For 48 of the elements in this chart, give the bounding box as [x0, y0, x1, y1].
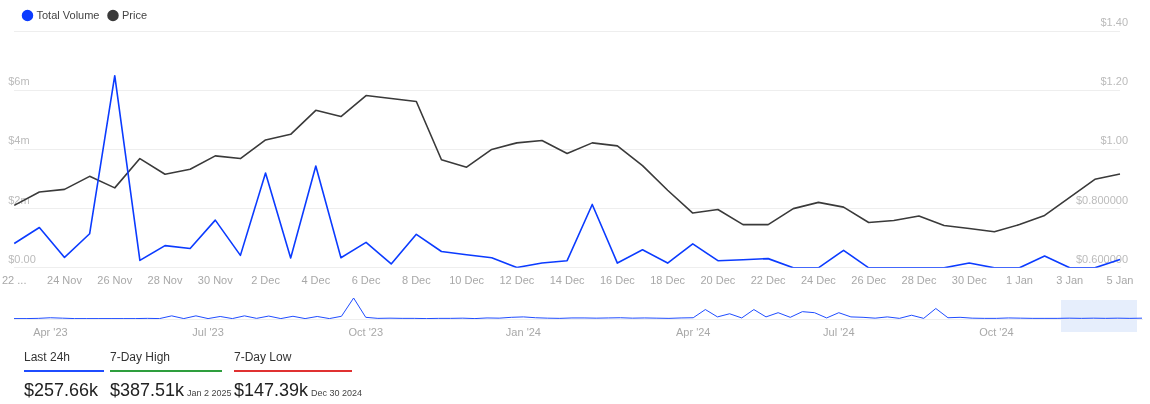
- x-tick-label: 18 Dec: [650, 274, 686, 287]
- y-tick-label: $4m: [8, 134, 30, 147]
- x-tick-label: Jan '24: [505, 325, 541, 338]
- text: $387.51k: [110, 380, 185, 400]
- x-tick-label: 24 Nov: [47, 274, 83, 287]
- x-tick-label: 12 Dec: [499, 274, 535, 287]
- x-tick-label: 2 Dec: [251, 274, 281, 287]
- x-tick-label: 3 Jan: [1056, 274, 1084, 287]
- legend-label: Price: [121, 8, 148, 21]
- x-tick-label: 10 Dec: [449, 274, 485, 287]
- x-tick-label: 16 Dec: [599, 274, 636, 287]
- text: Last 24h: [24, 350, 104, 372]
- y-tick-label: $0.00: [8, 252, 36, 265]
- x-tick-label: Jul '24: [823, 325, 855, 338]
- y2-tick-label: $1.20: [1100, 75, 1128, 88]
- y2-tick-label: $1.00: [1100, 134, 1128, 147]
- x-tick-label: 24 Dec: [801, 274, 837, 287]
- text: Jan 2 2025: [187, 388, 232, 398]
- x-tick-label: 6 Dec: [351, 274, 381, 287]
- x-tick-label: Apr '24: [675, 325, 711, 338]
- x-tick-label: 8 Dec: [401, 274, 432, 287]
- x-tick-label: 14 Dec: [549, 274, 586, 287]
- x-tick-label: Oct '24: [979, 325, 1014, 338]
- x-tick-label: 20 Dec: [700, 274, 736, 287]
- text: 7-Day Low: [234, 350, 352, 372]
- x-tick-label: Jul '23: [192, 325, 224, 338]
- x-tick-label: 26 Nov: [97, 274, 133, 287]
- y-tick-label: $6m: [8, 75, 30, 88]
- y2-tick-label: $0.600000: [1076, 252, 1128, 265]
- text: $257.66k: [24, 380, 99, 400]
- y2-tick-label: $1.40: [1100, 16, 1128, 29]
- x-tick-label: 28 Nov: [147, 274, 183, 287]
- legend-label: Total Volume: [36, 8, 100, 21]
- x-tick-label: 26 Dec: [851, 274, 887, 287]
- x-tick-label: 5 Jan: [1106, 274, 1134, 287]
- x-tick-label: 30 Nov: [197, 274, 234, 287]
- y2-tick-label: $0.800000: [1076, 193, 1128, 206]
- x-tick-label: 4 Dec: [301, 274, 331, 287]
- x-tick-label: 1 Jan: [1006, 274, 1033, 287]
- text: Dec 30 2024: [311, 388, 363, 398]
- text: $147.39k: [234, 380, 309, 400]
- x-tick-label: 22 Dec: [750, 274, 787, 287]
- x-tick-label: 28 Dec: [901, 274, 937, 287]
- x-tick-label: 30 Dec: [951, 274, 988, 287]
- x-tick-label: Oct '23: [348, 325, 383, 338]
- x-tick-label: Apr '23: [33, 325, 68, 338]
- x-tick-label: 22 ...: [2, 274, 27, 287]
- text: 7-Day High: [110, 350, 222, 372]
